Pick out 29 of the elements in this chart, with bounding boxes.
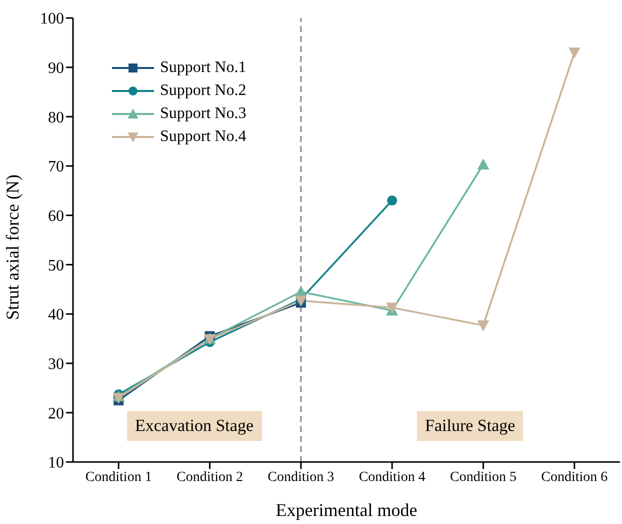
legend-label: Support No.2 bbox=[160, 82, 246, 100]
point bbox=[112, 392, 125, 404]
x-tick-label: Condition 2 bbox=[176, 470, 244, 485]
x-tick-label: Condition 6 bbox=[541, 470, 608, 485]
point bbox=[387, 196, 398, 206]
y-tick-label: 40 bbox=[48, 306, 64, 324]
x-axis-title: Experimental mode bbox=[276, 500, 418, 520]
point bbox=[568, 48, 580, 59]
y-tick-label: 70 bbox=[48, 158, 64, 176]
y-tick-label: 30 bbox=[48, 356, 64, 374]
x-tick-label: Condition 3 bbox=[268, 470, 334, 485]
legend-label: Support No.4 bbox=[160, 128, 246, 146]
x-tick-label: Condition 5 bbox=[450, 470, 517, 485]
point bbox=[477, 158, 490, 170]
y-tick-label: 60 bbox=[48, 208, 64, 226]
y-tick-label: 50 bbox=[48, 257, 64, 274]
y-tick-label: 10 bbox=[48, 454, 64, 472]
annotation: Failure Stage bbox=[417, 411, 524, 441]
y-tick-label: 100 bbox=[40, 10, 64, 28]
point bbox=[477, 320, 490, 332]
legend-label: Support No.3 bbox=[160, 104, 246, 122]
x-tick-label: Condition 4 bbox=[358, 470, 426, 485]
y-tick-label: 80 bbox=[48, 109, 64, 126]
annotation: Excavation Stage bbox=[127, 411, 262, 441]
x-tick-label: Condition 1 bbox=[85, 470, 152, 485]
y-tick-label: 90 bbox=[48, 60, 64, 78]
legend-label: Support No.1 bbox=[160, 58, 246, 76]
y-tick-label: 20 bbox=[48, 405, 64, 422]
y-axis-title: Strut axial force (N) bbox=[2, 174, 22, 320]
